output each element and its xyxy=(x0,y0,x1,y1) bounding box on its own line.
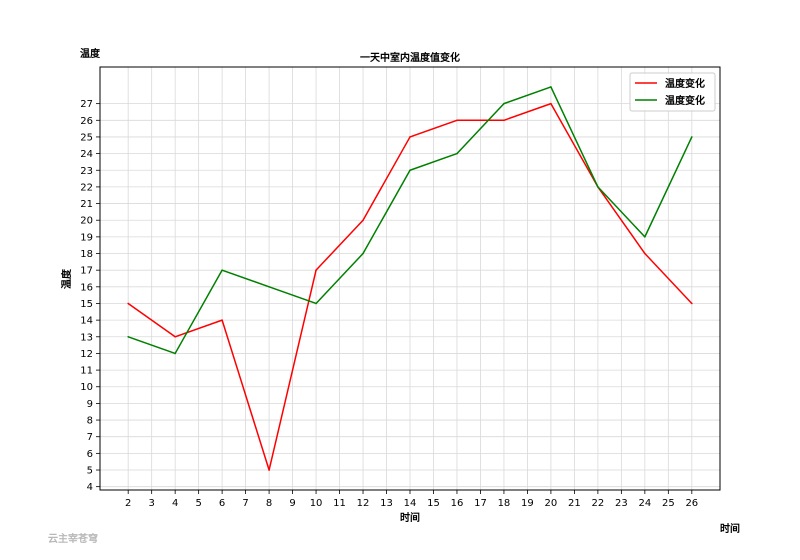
series-1-point xyxy=(174,335,176,338)
x-tick-label: 10 xyxy=(310,498,323,509)
series-2-point xyxy=(174,352,176,355)
y-tick-label: 22 xyxy=(80,182,93,193)
x-tick-label: 19 xyxy=(521,498,534,509)
x-tick-label: 15 xyxy=(427,498,440,509)
series-1-point xyxy=(127,302,129,305)
x-tick-label: 7 xyxy=(242,498,248,509)
watermark: 云主宰苍穹 xyxy=(48,532,98,545)
corner-x-label: 时间 xyxy=(720,522,740,535)
y-tick-label: 13 xyxy=(80,332,93,343)
series-2-point xyxy=(268,286,270,288)
x-tick-label: 24 xyxy=(638,498,651,509)
y-tick-label: 14 xyxy=(80,316,93,327)
x-tick-label: 11 xyxy=(333,498,346,509)
y-tick-label: 15 xyxy=(80,299,93,310)
y-tick-label: 12 xyxy=(80,349,93,360)
series-2-point xyxy=(362,252,364,255)
x-tick-label: 18 xyxy=(498,498,511,509)
x-tick-label: 6 xyxy=(219,498,225,509)
series-2-point xyxy=(503,102,505,105)
y-tick-label: 23 xyxy=(80,166,93,177)
x-tick-label: 12 xyxy=(357,498,370,509)
series-1-point xyxy=(362,219,364,222)
y-tick-label: 26 xyxy=(80,116,93,127)
chart-title: 一天中室内温度值变化 xyxy=(360,51,460,64)
series-1-point xyxy=(268,469,270,471)
corner-y-label: 温度 xyxy=(80,47,101,60)
y-tick-label: 5 xyxy=(87,466,93,477)
x-tick-label: 20 xyxy=(545,498,558,509)
y-tick-label: 6 xyxy=(87,449,93,460)
x-tick-label: 22 xyxy=(592,498,605,509)
x-tick-label: 13 xyxy=(380,498,393,509)
y-tick-label: 20 xyxy=(80,216,93,227)
y-axis-ticks: 4 5 6 7 8 9 10 11 12 13 14 15 16 17 18 19 20 21 22 23 24 25 26… xyxy=(80,99,100,493)
x-tick-label: 2 xyxy=(125,498,131,509)
y-tick-label: 17 xyxy=(80,266,93,277)
y-tick-label: 19 xyxy=(80,232,93,243)
series-2-point xyxy=(644,236,646,238)
grid-lines xyxy=(100,67,720,490)
y-tick-label: 16 xyxy=(80,282,93,293)
series-1-point xyxy=(315,269,317,271)
x-tick-label: 16 xyxy=(451,498,464,509)
series-2-point xyxy=(409,169,411,172)
series-2-point xyxy=(597,186,599,188)
series-1-point xyxy=(456,119,458,122)
x-tick-label: 5 xyxy=(195,498,201,509)
series-2-point xyxy=(691,136,693,138)
y-tick-label: 25 xyxy=(80,132,93,143)
legend-label-series-1: 温度变化 xyxy=(665,77,705,90)
series-2-point xyxy=(127,335,129,338)
y-tick-label: 10 xyxy=(80,382,93,393)
y-axis-label: 温度 xyxy=(60,268,73,289)
legend: 温度变化 温度变化 xyxy=(629,72,716,112)
series-2-point xyxy=(550,86,552,88)
series-2-point xyxy=(221,269,223,271)
y-tick-label: 18 xyxy=(80,249,93,260)
y-tick-label: 24 xyxy=(80,149,93,160)
y-tick-label: 7 xyxy=(87,432,93,443)
series-2-point xyxy=(456,152,458,155)
series-1-point xyxy=(503,119,505,122)
y-tick-label: 9 xyxy=(87,399,93,410)
x-tick-label: 8 xyxy=(266,498,272,509)
x-tick-label: 3 xyxy=(148,498,154,509)
y-tick-label: 21 xyxy=(80,199,93,210)
x-tick-label: 23 xyxy=(615,498,628,509)
x-tick-label: 4 xyxy=(172,498,178,509)
x-tick-label: 25 xyxy=(662,498,675,509)
x-tick-label: 9 xyxy=(289,498,295,509)
series-1-point xyxy=(644,252,646,255)
x-tick-label: 14 xyxy=(404,498,417,509)
x-tick-label: 26 xyxy=(685,498,698,509)
y-tick-label: 27 xyxy=(80,99,93,110)
legend-label-series-2: 温度变化 xyxy=(665,94,705,107)
y-tick-label: 11 xyxy=(80,366,93,377)
x-axis-ticks: 2 3 4 5 6 7 8 9 10 11 12 13 14 15 16 17 18 19 20 21 22 23 24 25… xyxy=(125,490,698,509)
x-tick-label: 21 xyxy=(568,498,581,509)
x-tick-label: 17 xyxy=(474,498,487,509)
y-tick-label: 8 xyxy=(87,416,93,427)
series-1-point xyxy=(409,136,411,138)
y-tick-label: 4 xyxy=(87,482,93,493)
series-layer xyxy=(127,86,693,471)
series-1-point xyxy=(221,319,223,321)
series-1-point xyxy=(691,302,693,305)
x-axis-label: 时间 xyxy=(400,511,420,524)
series-1-point xyxy=(550,102,552,105)
series-2-point xyxy=(315,302,317,305)
